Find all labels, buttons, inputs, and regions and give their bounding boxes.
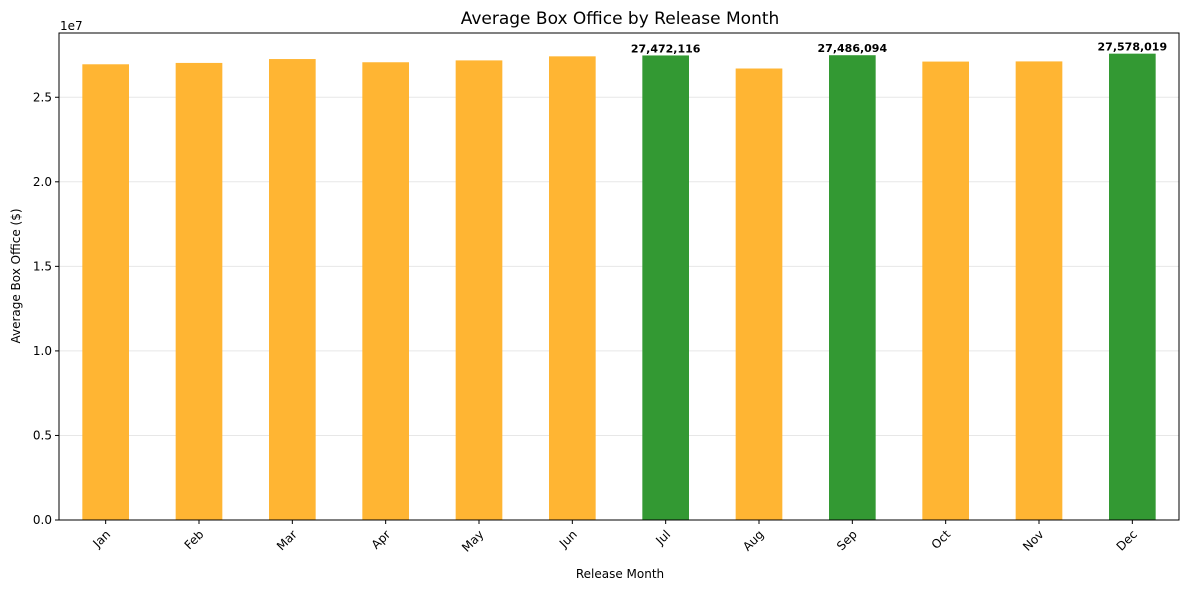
x-tick-label-jan: Jan xyxy=(90,527,114,551)
y-tick-label: 2.5 xyxy=(33,90,52,104)
x-tick-label-jul: Jul xyxy=(652,527,673,548)
y-axis-label: Average Box Office ($) xyxy=(9,208,23,343)
bar-apr xyxy=(362,62,409,521)
x-tick-label-oct: Oct xyxy=(929,527,954,552)
y-tick-label: 1.0 xyxy=(33,344,52,358)
y-tick-label: 1.5 xyxy=(33,259,52,273)
bar-sep xyxy=(829,55,876,521)
x-axis-label: Release Month xyxy=(576,567,664,581)
data-label-jul: 27,472,116 xyxy=(631,42,701,55)
x-tick-label-may: May xyxy=(459,527,486,554)
bars xyxy=(82,53,1156,521)
data-labels: 27,472,116 27,486,094 27,578,019 xyxy=(631,41,1167,56)
data-label-sep: 27,486,094 xyxy=(818,42,888,55)
y-offset-text: 1e7 xyxy=(60,19,83,33)
x-tick-label-jun: Jun xyxy=(556,527,580,551)
y-tick-label: 0.5 xyxy=(33,428,52,442)
bar-dec xyxy=(1109,53,1156,520)
bar-jun xyxy=(549,56,596,520)
x-tick-label-apr: Apr xyxy=(369,527,394,552)
bar-mar xyxy=(269,59,316,520)
x-tick-label-aug: Aug xyxy=(740,527,766,553)
chart-title: Average Box Office by Release Month xyxy=(461,9,780,29)
x-tick-label-mar: Mar xyxy=(274,527,300,553)
grid xyxy=(59,96,1179,521)
bar-may xyxy=(455,60,503,521)
plot-frame xyxy=(58,32,1180,521)
y-tick-label: 2.0 xyxy=(33,175,52,189)
bar-jan xyxy=(82,64,129,520)
y-tick-label: 0.0 xyxy=(33,513,52,527)
x-tick-label-feb: Feb xyxy=(182,527,207,552)
x-tick-label-nov: Nov xyxy=(1020,527,1046,553)
x-tick-label-dec: Dec xyxy=(1114,527,1140,553)
bar-jul xyxy=(642,55,689,520)
x-tick-label-sep: Sep xyxy=(834,527,860,553)
bar-nov xyxy=(1015,61,1063,521)
bar-oct xyxy=(922,61,969,521)
bar-feb xyxy=(175,62,223,521)
data-label-dec: 27,578,019 xyxy=(1098,41,1168,54)
bar-aug xyxy=(735,68,783,521)
